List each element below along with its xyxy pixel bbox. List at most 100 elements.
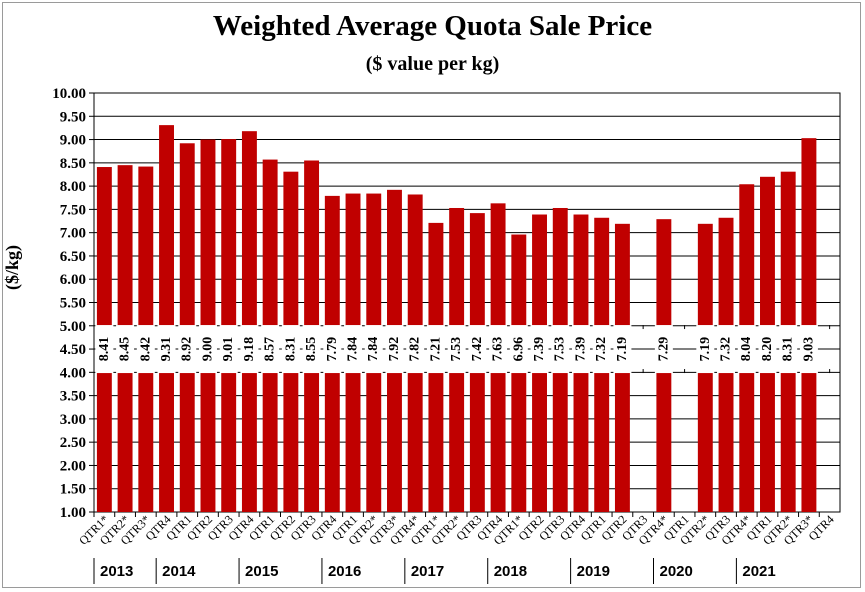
year-label: 2020: [660, 563, 693, 580]
y-tick-label: 1.00: [60, 505, 86, 521]
data-label-box: [198, 325, 217, 374]
data-label-box: [426, 325, 445, 374]
y-tick-label: 3.00: [60, 412, 86, 428]
y-tick-label: 9.00: [60, 133, 86, 149]
data-label-box: [613, 325, 632, 374]
data-label-box: [509, 325, 528, 374]
chart-title: Weighted Average Quota Sale Price: [212, 10, 653, 42]
y-tick-label: 9.50: [60, 109, 86, 125]
data-label-box: [323, 325, 342, 374]
data-label-box: [157, 325, 176, 374]
year-label: 2019: [577, 563, 610, 580]
data-label-box: [799, 325, 818, 374]
y-tick-label: 2.00: [60, 458, 86, 474]
y-tick-label: 8.50: [60, 156, 86, 172]
data-label-box: [447, 325, 466, 374]
data-label-box: [489, 325, 508, 374]
data-label-box: [779, 325, 798, 374]
data-label: 7.32: [594, 337, 609, 362]
chart-subtitle: ($ value per kg): [365, 53, 500, 75]
data-label-box: [737, 325, 756, 374]
y-tick-label: 10.00: [52, 86, 86, 102]
y-tick-label: 3.50: [60, 389, 86, 405]
data-label-box: [281, 325, 300, 374]
data-label-box: [302, 325, 321, 374]
data-label: 7.92: [387, 337, 402, 362]
data-label-box: [551, 325, 570, 374]
data-label: 8.55: [304, 337, 319, 362]
data-label: 7.42: [470, 337, 485, 362]
data-label-box: [758, 325, 777, 374]
bar: [159, 125, 174, 512]
data-label-box: [385, 325, 404, 374]
data-label: 9.18: [242, 337, 257, 362]
data-label: 7.82: [408, 337, 423, 362]
data-label: 7.79: [325, 337, 340, 362]
data-label: 8.31: [781, 337, 796, 362]
data-label: 9.03: [801, 337, 816, 362]
data-label: 7.39: [573, 337, 588, 362]
data-label-box: [261, 325, 280, 374]
data-label: 7.53: [449, 337, 464, 362]
data-label-box: [571, 325, 590, 374]
data-label: 6.96: [511, 337, 526, 362]
data-label: 8.41: [97, 337, 112, 362]
data-label-box: [116, 325, 135, 374]
data-label-box: [240, 325, 259, 374]
data-label: 7.19: [615, 337, 630, 362]
data-label-box: [468, 325, 487, 374]
data-label: 8.42: [138, 337, 153, 362]
year-label: 2017: [411, 563, 444, 580]
data-label-box: [136, 325, 155, 374]
data-label: 7.29: [656, 337, 671, 362]
data-label-box: [364, 325, 383, 374]
y-tick-label: 5.50: [60, 296, 86, 312]
data-label: 8.20: [760, 337, 775, 362]
y-tick-label: 4.50: [60, 342, 86, 358]
data-label-box: [95, 325, 114, 374]
data-label: 8.31: [283, 337, 298, 362]
data-label: 7.32: [719, 337, 734, 362]
data-label-box: [654, 325, 673, 374]
y-tick-label: 5.00: [60, 319, 86, 335]
y-tick-label: 7.00: [60, 226, 86, 242]
data-label: 7.84: [346, 337, 361, 362]
y-tick-label: 6.00: [60, 272, 86, 288]
data-label-box: [696, 325, 715, 374]
data-label: 9.00: [200, 337, 215, 362]
data-label-box: [530, 325, 549, 374]
bar: [241, 131, 257, 513]
y-tick-label: 2.50: [60, 435, 86, 451]
data-label: 8.57: [263, 337, 278, 362]
data-label: 8.92: [180, 337, 195, 362]
data-label: 8.04: [739, 337, 754, 362]
y-tick-label: 1.50: [60, 482, 86, 498]
data-label: 7.19: [698, 337, 713, 362]
data-label: 7.84: [366, 337, 381, 362]
year-label: 2013: [100, 563, 133, 580]
data-label: 9.31: [159, 337, 174, 362]
year-label: 2014: [162, 563, 196, 580]
year-label: 2015: [245, 563, 278, 580]
data-label: 7.39: [532, 337, 547, 362]
data-label: 7.21: [428, 337, 443, 362]
y-tick-label: 4.00: [60, 365, 86, 381]
data-label: 9.01: [221, 337, 236, 362]
data-label-box: [178, 325, 197, 374]
y-tick-label: 7.50: [60, 202, 86, 218]
data-label-box: [344, 325, 363, 374]
y-tick-label: 8.00: [60, 179, 86, 195]
data-label-box: [406, 325, 425, 374]
year-label: 2018: [494, 563, 527, 580]
bar: [511, 234, 527, 513]
data-label: 8.45: [118, 337, 133, 362]
year-label: 2016: [328, 563, 361, 580]
data-label-box: [592, 325, 611, 374]
data-label: 7.53: [553, 337, 568, 362]
data-label-box: [219, 325, 238, 374]
y-tick-label: 6.50: [60, 249, 86, 265]
data-label: 7.63: [491, 337, 506, 362]
data-label-box: [717, 325, 736, 374]
